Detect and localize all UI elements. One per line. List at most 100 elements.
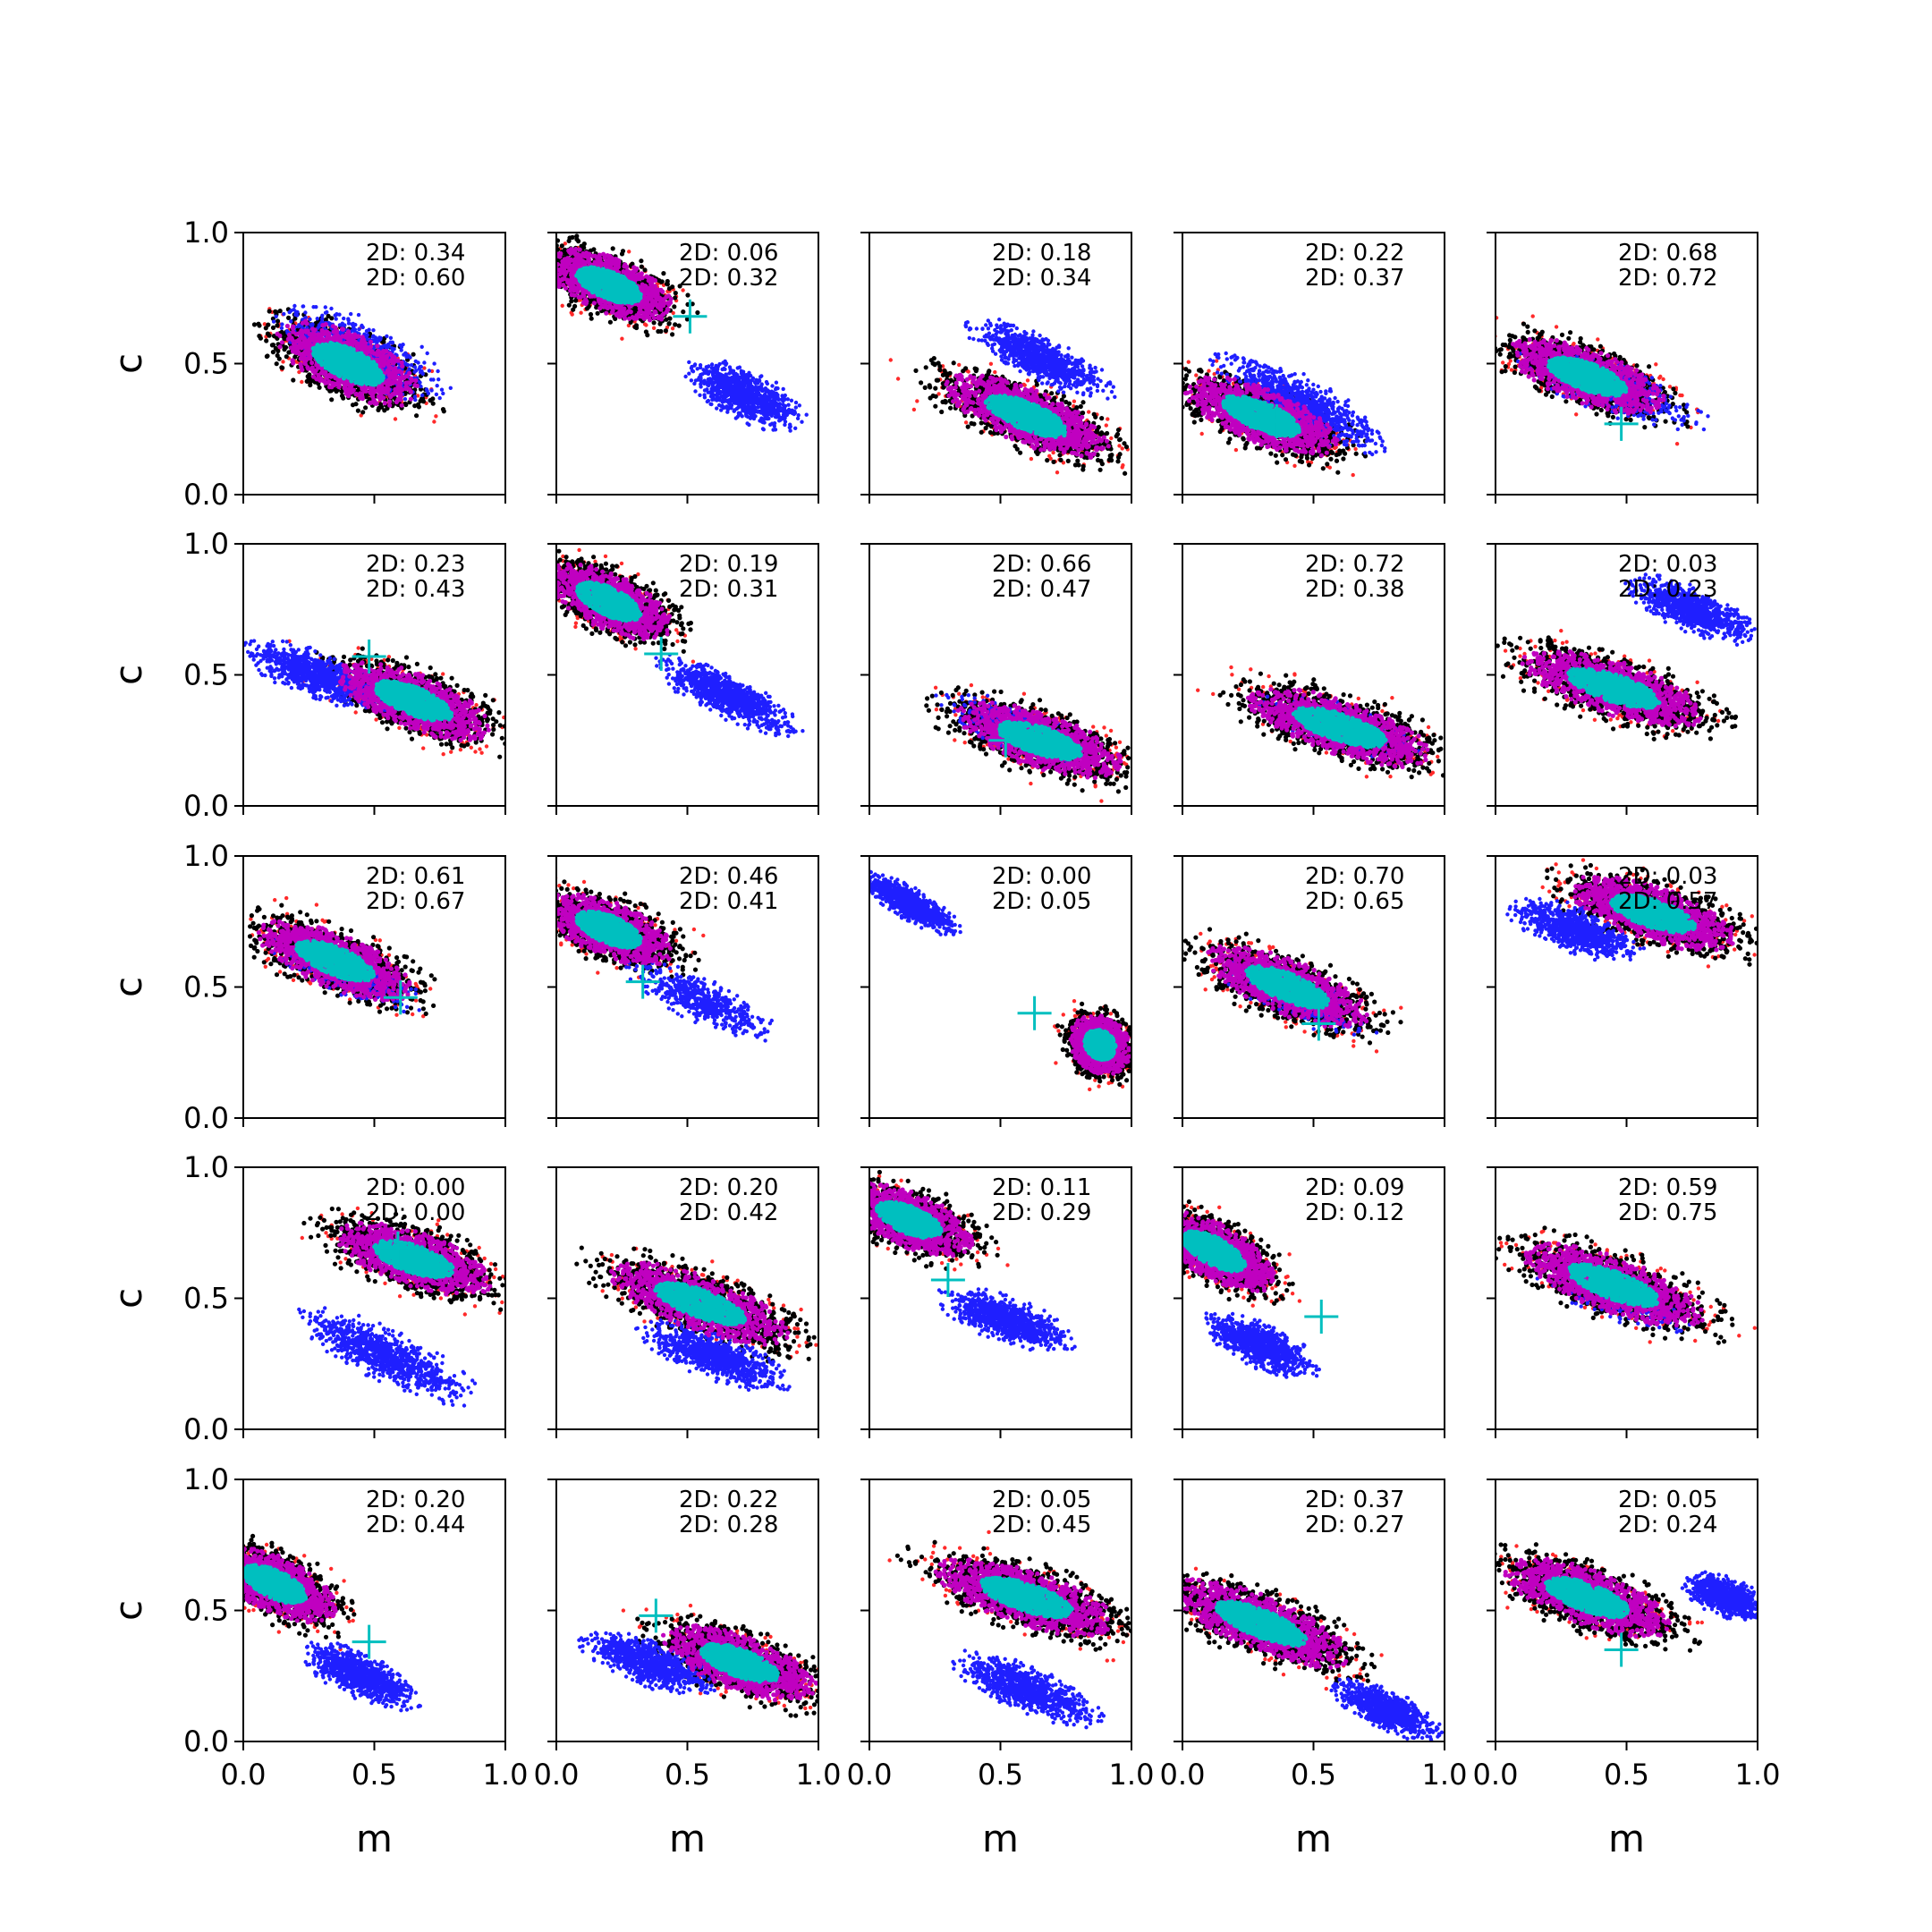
points-layer	[297, 1207, 530, 1408]
blue-points	[1204, 1311, 1321, 1379]
annotation-2d: 2D: 0.24	[1618, 1512, 1717, 1538]
annotation-2d: 2D: 0.75	[1618, 1199, 1717, 1226]
annotation-2d: 2D: 0.18	[992, 240, 1091, 267]
blue-points	[951, 1648, 1106, 1729]
points-layer	[1196, 665, 1501, 793]
x-axis-label: m	[356, 1817, 393, 1860]
y-tick-label: 1.0	[183, 1150, 229, 1184]
blue-points	[304, 1640, 423, 1712]
y-axis-label: c	[106, 665, 150, 685]
truth-marker	[1304, 1300, 1338, 1334]
points-layer	[215, 292, 453, 423]
x-tick-label: 0.5	[1291, 1758, 1336, 1792]
y-tick-label: 1.0	[183, 216, 229, 250]
annotation-2d: 2D: 0.00	[366, 1199, 465, 1226]
annotation-2d: 2D: 0.05	[1618, 1487, 1717, 1513]
x-tick-label: 1.0	[1735, 1758, 1781, 1792]
annotation-2d: 2D: 0.66	[992, 551, 1091, 578]
x-tick-label: 0.5	[352, 1758, 397, 1792]
y-tick-label: 1.0	[183, 1462, 229, 1496]
truth-marker	[644, 637, 678, 671]
x-tick-label: 1.0	[483, 1758, 529, 1792]
annotation-2d: 2D: 0.43	[366, 576, 465, 603]
annotation-2d: 2D: 0.37	[1305, 265, 1404, 292]
truth-marker	[673, 300, 707, 334]
x-tick-label: 0.5	[1604, 1758, 1649, 1792]
annotation-2d: 2D: 0.05	[992, 1487, 1091, 1513]
x-tick-label: 0.0	[221, 1758, 267, 1792]
x-tick-label: 0.0	[847, 1758, 893, 1792]
annotation-2d: 2D: 0.72	[1305, 551, 1404, 578]
x-tick-label: 1.0	[1109, 1758, 1155, 1792]
x-tick-label: 0.5	[978, 1758, 1023, 1792]
cyan-points	[979, 1576, 1074, 1620]
y-tick-label: 0.0	[183, 789, 229, 823]
annotation-2d: 2D: 0.44	[366, 1512, 465, 1538]
annotation-2d: 2D: 0.11	[992, 1174, 1091, 1201]
y-tick-label: 0.0	[183, 1412, 229, 1446]
annotation-2d: 2D: 0.42	[679, 1199, 778, 1226]
y-tick-label: 1.0	[183, 839, 229, 873]
points-layer	[889, 318, 1148, 476]
annotation-2d: 2D: 0.23	[1618, 576, 1717, 603]
truth-marker	[931, 1263, 965, 1297]
y-axis-label: c	[106, 977, 150, 997]
points-layer	[577, 1604, 854, 1719]
blue-points	[624, 956, 774, 1042]
x-tick-label: 0.0	[1473, 1758, 1519, 1792]
x-axis-label: m	[1295, 1817, 1332, 1860]
x-tick-label: 1.0	[1422, 1758, 1468, 1792]
annotation-2d: 2D: 0.20	[366, 1487, 465, 1513]
annotation-2d: 2D: 0.34	[992, 265, 1091, 292]
annotation-2d: 2D: 0.46	[679, 863, 778, 890]
points-layer	[1173, 927, 1403, 1053]
points-layer	[924, 683, 1153, 803]
points-layer	[1432, 1542, 1776, 1653]
y-tick-label: 0.0	[183, 478, 229, 512]
annotation-2d: 2D: 0.03	[1618, 551, 1717, 578]
x-tick-label: 1.0	[796, 1758, 842, 1792]
annotation-2d: 2D: 0.03	[1618, 863, 1717, 890]
annotation-2d: 2D: 0.00	[366, 1174, 465, 1201]
annotation-2d: 2D: 0.65	[1305, 888, 1404, 915]
annotation-2d: 2D: 0.20	[679, 1174, 778, 1201]
x-tick-label: 0.5	[665, 1758, 710, 1792]
y-tick-label: 0.5	[183, 658, 229, 692]
blue-points	[1681, 1570, 1776, 1621]
blue-points	[683, 360, 809, 433]
annotation-2d: 2D: 0.45	[992, 1512, 1091, 1538]
y-tick-label: 1.0	[183, 527, 229, 561]
annotation-2d: 2D: 0.31	[679, 576, 778, 603]
y-tick-label: 0.5	[183, 1594, 229, 1628]
points-layer	[887, 1530, 1148, 1730]
points-layer	[1475, 314, 1710, 445]
y-tick-label: 0.5	[183, 347, 229, 381]
points-layer	[574, 1245, 856, 1392]
y-axis-label: c	[106, 1288, 150, 1309]
annotation-2d: 2D: 0.61	[366, 863, 465, 890]
y-tick-label: 0.5	[183, 970, 229, 1004]
annotation-2d: 2D: 0.67	[366, 888, 465, 915]
annotation-2d: 2D: 0.41	[679, 888, 778, 915]
blue-points	[297, 1306, 477, 1408]
annotation-2d: 2D: 0.12	[1305, 1199, 1404, 1226]
annotation-2d: 2D: 0.22	[679, 1487, 778, 1513]
blue-points	[654, 653, 804, 738]
annotation-2d: 2D: 0.00	[992, 863, 1091, 890]
y-axis-label: c	[106, 1600, 150, 1621]
